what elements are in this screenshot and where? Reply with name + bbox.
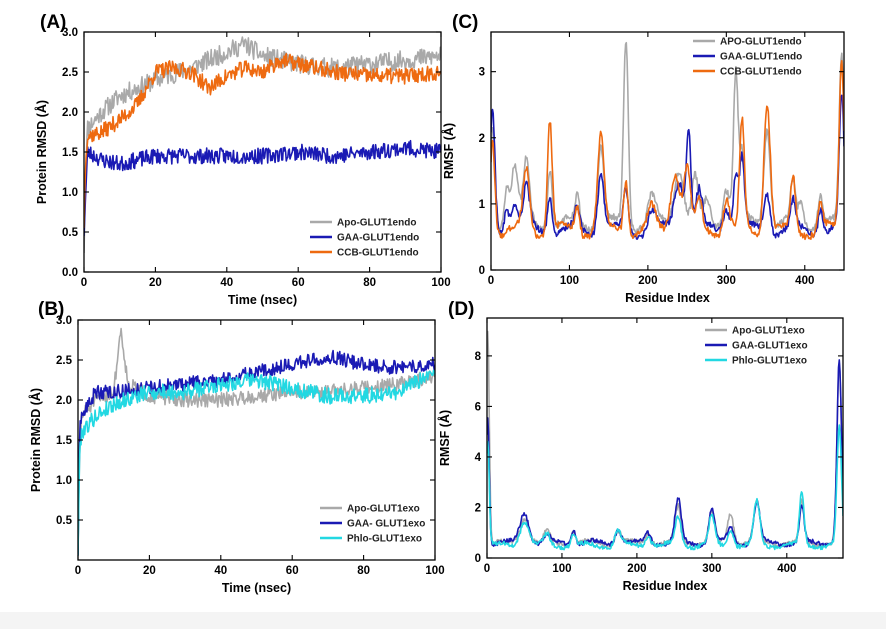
plot-frame xyxy=(490,31,845,271)
y-tick-label: 1.0 xyxy=(56,475,72,487)
x-axis-label: Residue Index xyxy=(625,291,710,305)
y-axis-label: RMSF (Å) xyxy=(441,123,456,179)
legend-label: CCB-GLUT1endo xyxy=(720,67,802,78)
legend: APO-GLUT1endo GAA-GLUT1endo CCB-GLUT1endo xyxy=(693,37,802,78)
legend-label: Phlo-GLUT1exo xyxy=(732,356,807,367)
footer-strip xyxy=(0,612,886,629)
series-line-apo xyxy=(84,36,441,254)
y-tick-label: 0.0 xyxy=(62,267,78,279)
y-axis-label: Protein RMSD (Å) xyxy=(28,388,43,492)
x-tick-label: 20 xyxy=(143,565,156,577)
legend-label: GAA-GLUT1endo xyxy=(720,52,802,63)
x-tick-label: 400 xyxy=(795,275,814,287)
legend: Apo-GLUT1exo GAA-GLUT1exo Phlo-GLUT1exo xyxy=(705,326,808,367)
legend-label: Apo-GLUT1endo xyxy=(337,218,416,229)
x-tick-label: 400 xyxy=(777,563,796,575)
y-tick-label: 3 xyxy=(479,67,485,79)
legend-label: Phlo-GLUT1exo xyxy=(347,534,422,545)
legend-label: GAA-GLUT1endo xyxy=(337,233,419,244)
y-tick-label: 8 xyxy=(475,351,482,363)
y-tick-label: 2.0 xyxy=(62,107,78,119)
legend-label: APO-GLUT1endo xyxy=(720,37,802,48)
y-tick-label: 2 xyxy=(475,502,481,514)
panel-b: (B) 0 20 40 60 80 100 0.5 1.0 1.5 2.0 2.5 3.0 Time (n… xyxy=(28,299,445,595)
legend-label: Apo-GLUT1exo xyxy=(347,504,420,515)
series-line-ccb xyxy=(84,52,441,229)
x-tick-label: 0 xyxy=(81,277,87,289)
x-tick-label: 80 xyxy=(363,277,376,289)
y-axis-label: RMSF (Å) xyxy=(437,410,452,466)
y-tick-label: 3.0 xyxy=(62,27,78,39)
x-tick-label: 20 xyxy=(149,277,162,289)
panel-c: (C) 0 100 200 300 400 0 1 2 3 Residue Index RMSF (Å… xyxy=(441,12,845,305)
x-tick-label: 200 xyxy=(627,563,646,575)
y-tick-label: 1.0 xyxy=(62,187,78,199)
x-tick-label: 60 xyxy=(292,277,305,289)
x-tick-label: 100 xyxy=(425,565,444,577)
y-tick-label: 0 xyxy=(479,265,485,277)
y-tick-label: 2.5 xyxy=(62,67,79,79)
x-tick-label: 40 xyxy=(220,277,233,289)
series-line-ccb xyxy=(491,60,844,241)
y-tick-label: 6 xyxy=(475,401,481,413)
x-tick-label: 300 xyxy=(702,563,721,575)
series-line-gaa xyxy=(84,139,441,237)
legend: Apo-GLUT1exo GAA- GLUT1exo Phlo-GLUT1exo xyxy=(320,504,425,545)
series-line-phlo xyxy=(487,424,843,551)
series-line-phlo xyxy=(78,369,435,556)
x-axis-label: Time (nsec) xyxy=(222,581,291,595)
y-tick-label: 3.0 xyxy=(56,315,72,327)
y-tick-label: 0.5 xyxy=(56,515,73,527)
panel-label: (B) xyxy=(38,299,64,320)
series-line-gaa xyxy=(487,359,843,548)
plot-frame xyxy=(486,317,844,559)
x-axis-label: Time (nsec) xyxy=(228,293,297,307)
panel-a: (A) 0 20 40 60 80 100 0.0 0.5 1.0 1.5 2.0 2.5 3.0 Time… xyxy=(34,12,451,307)
panel-label: (D) xyxy=(448,299,474,320)
x-tick-label: 80 xyxy=(357,565,370,577)
x-tick-label: 40 xyxy=(214,565,227,577)
y-tick-label: 0 xyxy=(475,553,481,565)
y-tick-label: 2.5 xyxy=(56,355,73,367)
x-tick-label: 100 xyxy=(560,275,579,287)
series-line-gaa xyxy=(491,94,844,240)
x-tick-label: 100 xyxy=(552,563,571,575)
y-tick-label: 1.5 xyxy=(62,147,79,159)
legend: Apo-GLUT1endo GAA-GLUT1endo CCB-GLUT1endo xyxy=(310,218,419,259)
x-tick-label: 200 xyxy=(638,275,657,287)
legend-label: Apo-GLUT1exo xyxy=(732,326,805,337)
series-line-gaa xyxy=(78,349,435,556)
legend-label: GAA- GLUT1exo xyxy=(347,519,425,530)
y-tick-label: 1.5 xyxy=(56,435,73,447)
x-tick-label: 100 xyxy=(431,277,450,289)
x-tick-label: 60 xyxy=(286,565,299,577)
y-tick-label: 2.0 xyxy=(56,395,72,407)
y-tick-label: 4 xyxy=(475,452,482,464)
panel-label: (C) xyxy=(452,12,478,33)
x-axis-label: Residue Index xyxy=(623,579,708,593)
panel-d: (D) 0 100 200 300 400 0 2 4 6 8 Residue Index RMSF (… xyxy=(437,299,844,593)
x-tick-label: 0 xyxy=(75,565,81,577)
y-tick-label: 1 xyxy=(479,199,486,211)
legend-label: GAA-GLUT1exo xyxy=(732,341,808,352)
legend-label: CCB-GLUT1endo xyxy=(337,248,419,259)
y-tick-label: 2 xyxy=(479,133,485,145)
x-tick-label: 0 xyxy=(484,563,490,575)
x-tick-label: 0 xyxy=(488,275,494,287)
panel-label: (A) xyxy=(40,12,66,33)
y-axis-label: Protein RMSD (Å) xyxy=(34,100,49,204)
y-tick-label: 0.5 xyxy=(62,227,79,239)
x-tick-label: 300 xyxy=(717,275,736,287)
